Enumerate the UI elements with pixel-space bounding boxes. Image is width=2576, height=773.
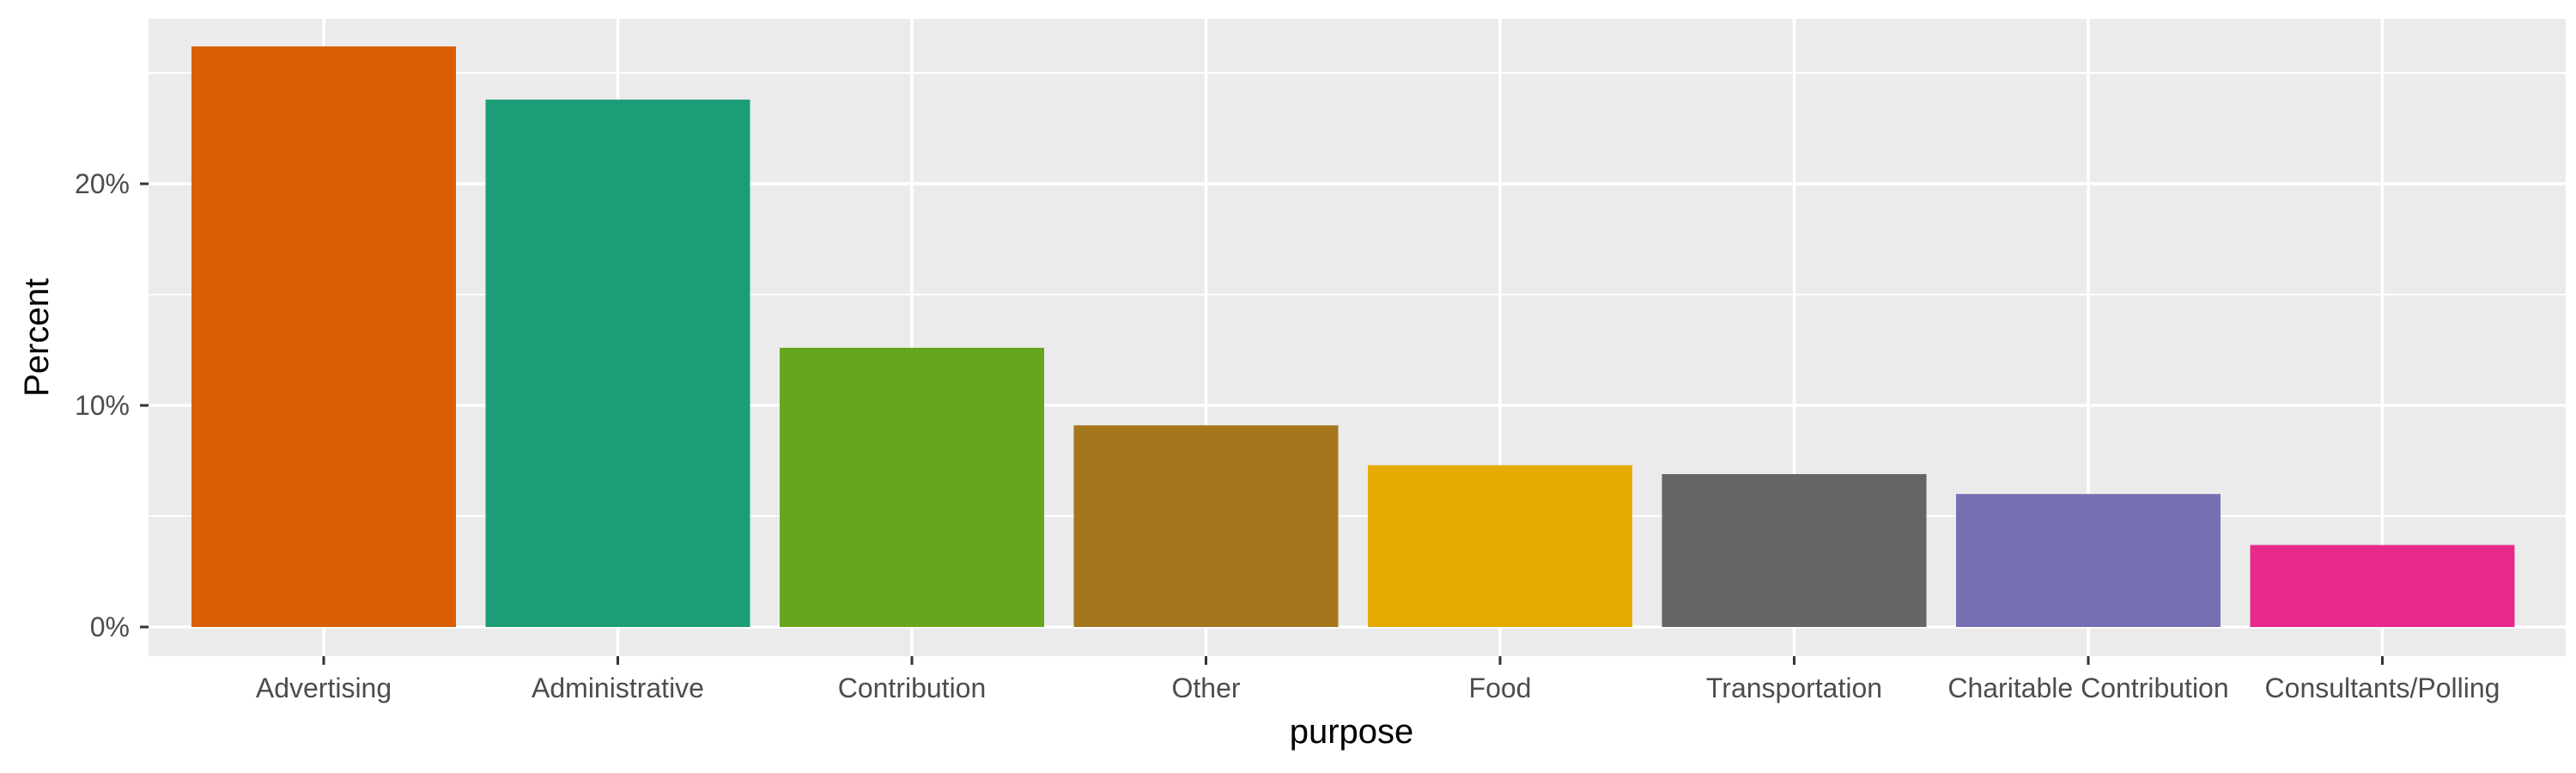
bar bbox=[485, 99, 750, 627]
x-tick-label: Other bbox=[1171, 673, 1240, 703]
bars bbox=[191, 46, 2515, 628]
x-tick-label: Charitable Contribution bbox=[1947, 673, 2228, 703]
bar bbox=[780, 347, 1044, 627]
bar bbox=[2250, 545, 2515, 627]
y-tick-label: 10% bbox=[75, 390, 130, 421]
y-tick-label: 20% bbox=[75, 168, 130, 199]
x-tick-label: Transportation bbox=[1706, 673, 1882, 703]
bar bbox=[1956, 494, 2221, 627]
x-tick-label: Administrative bbox=[532, 673, 704, 703]
x-tick-label: Consultants/Polling bbox=[2265, 673, 2500, 703]
y-tick-label: 0% bbox=[90, 612, 130, 642]
x-axis-title: purpose bbox=[1290, 713, 1414, 751]
bar bbox=[1662, 473, 1927, 627]
axes: 0% 10% 20% Advertising Administrative Contrib… bbox=[75, 168, 2500, 703]
bar bbox=[191, 46, 456, 628]
x-tick-label: Advertising bbox=[256, 673, 392, 703]
x-tick-label: Food bbox=[1469, 673, 1532, 703]
bar bbox=[1073, 425, 1339, 627]
x-tick-label: Contribution bbox=[838, 673, 987, 703]
bar bbox=[1368, 465, 1632, 627]
y-axis-title: Percent bbox=[18, 278, 56, 397]
